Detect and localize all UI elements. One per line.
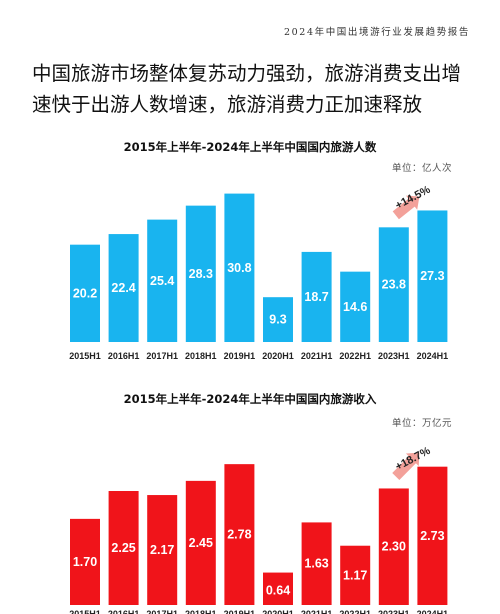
bar-value-label: 14.6	[343, 300, 367, 314]
bar-2021H1	[301, 251, 332, 342]
bar-2018H1	[185, 480, 216, 605]
bar-2022H1	[340, 545, 371, 605]
growth-arrow-shape	[392, 195, 420, 220]
x-tick-label: 2017H1	[146, 609, 178, 614]
x-tick-label: 2021H1	[301, 351, 333, 361]
bar-2020H1	[263, 572, 293, 605]
x-tick-label: 2021H1	[301, 609, 333, 614]
x-tick-label: 2023H1	[378, 609, 410, 614]
bar-value-label: 2.25	[111, 541, 135, 555]
bar-2019H1	[224, 193, 255, 342]
bar-value-label: 2.73	[420, 529, 444, 543]
x-tick-label: 2019H1	[224, 351, 256, 361]
x-tick-label: 2015H1	[69, 351, 101, 361]
bar-2021H1	[301, 522, 332, 605]
bar-value-label: 1.63	[304, 557, 328, 571]
x-tick-label: 2024H1	[417, 351, 449, 361]
bar-value-label: 23.8	[382, 278, 406, 292]
bar-value-label: 25.4	[150, 274, 174, 288]
x-tick-label: 2016H1	[108, 609, 140, 614]
x-tick-label: 2016H1	[108, 351, 140, 361]
bar-value-label: 22.4	[111, 281, 135, 295]
bar-2015H1	[70, 518, 100, 605]
bar-2015H1	[70, 244, 100, 342]
bar-value-label: 28.3	[189, 267, 213, 281]
bar-2017H1	[147, 495, 178, 605]
x-tick-label: 2022H1	[339, 351, 371, 361]
chart-unit: 单位：亿人次	[391, 163, 452, 174]
bar-value-label: 20.2	[73, 286, 97, 300]
bar-value-label: 1.17	[343, 568, 367, 582]
bar-value-label: 27.3	[420, 269, 444, 283]
x-tick-label: 2023H1	[378, 351, 410, 361]
x-tick-label: 2020H1	[262, 351, 294, 361]
bar-value-label: 1.70	[73, 555, 97, 569]
bar-2018H1	[185, 205, 216, 342]
bar-value-label: 2.45	[189, 536, 213, 550]
x-tick-label: 2018H1	[185, 351, 217, 361]
chart-title: 2015年上半年-2024年上半年中国国内旅游人数	[123, 140, 377, 154]
bar-value-label: 2.78	[227, 528, 251, 542]
page-headline: 中国旅游市场整体复苏动力强劲，旅游消费支出增速快于出游人数增速，旅游消费力正加速…	[32, 62, 462, 116]
x-tick-label: 2017H1	[146, 351, 178, 361]
x-tick-label: 2020H1	[262, 609, 294, 614]
bar-2016H1	[108, 491, 139, 605]
bar-value-label: 30.8	[227, 261, 251, 275]
x-tick-label: 2022H1	[339, 609, 371, 614]
bar-value-label: 2.30	[382, 540, 406, 554]
bar-2019H1	[224, 464, 255, 605]
bar-2017H1	[147, 219, 178, 342]
bar-2024H1	[417, 210, 448, 342]
chart-unit: 单位：万亿元	[391, 418, 452, 429]
chart-title: 2015年上半年-2024年上半年中国国内旅游收入	[123, 392, 377, 406]
x-tick-label: 2019H1	[224, 609, 256, 614]
bar-value-label: 0.64	[266, 584, 290, 598]
growth-arrow-shape	[392, 452, 420, 480]
x-tick-label: 2015H1	[69, 609, 101, 614]
x-tick-label: 2018H1	[185, 609, 217, 614]
report-title: 2024年中国出境游行业发展趋势报告	[284, 27, 470, 38]
bar-2020H1	[263, 297, 293, 342]
bar-value-label: 9.3	[269, 313, 286, 327]
x-tick-label: 2024H1	[417, 609, 449, 614]
bar-2023H1	[378, 488, 409, 605]
bar-value-label: 2.17	[150, 543, 174, 557]
bar-2016H1	[108, 234, 139, 342]
bar-value-label: 18.7	[304, 290, 328, 304]
bar-2024H1	[417, 466, 448, 605]
bar-2022H1	[340, 271, 371, 342]
bar-2023H1	[378, 227, 409, 342]
